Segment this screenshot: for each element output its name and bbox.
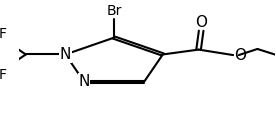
Text: O: O — [195, 15, 207, 30]
Text: N: N — [78, 74, 90, 89]
Text: N: N — [60, 47, 71, 62]
Text: Br: Br — [107, 4, 122, 18]
Text: O: O — [234, 48, 246, 63]
Text: F: F — [0, 27, 7, 41]
Text: F: F — [0, 68, 7, 82]
